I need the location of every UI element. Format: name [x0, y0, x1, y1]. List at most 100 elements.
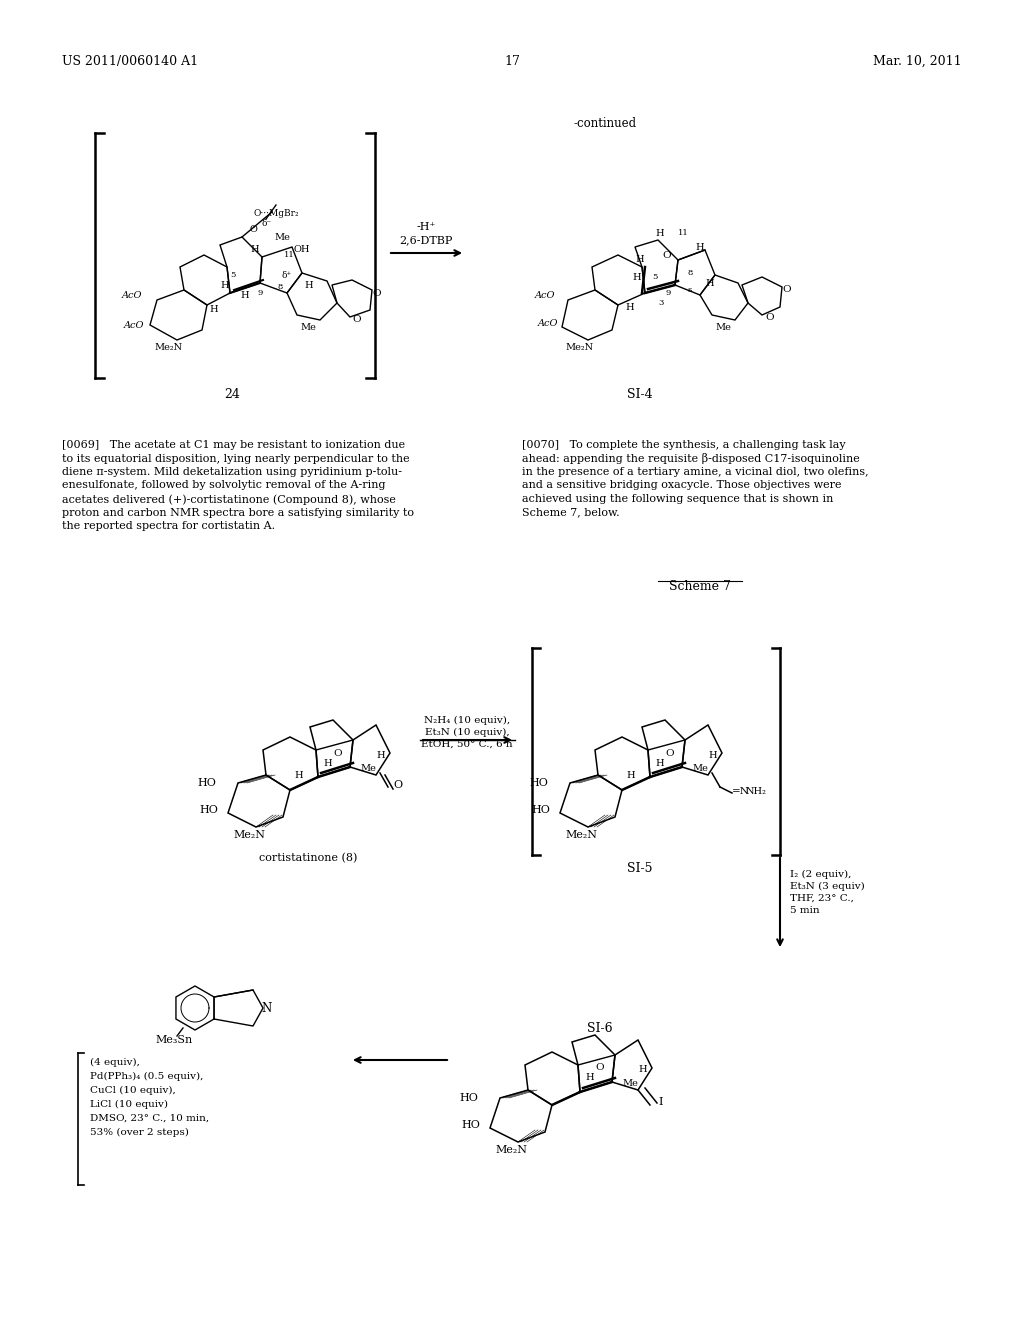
Text: O: O [782, 285, 791, 294]
Text: H: H [625, 302, 634, 312]
Text: 8: 8 [278, 282, 283, 290]
Text: H: H [635, 256, 644, 264]
Text: US 2011/0060140 A1: US 2011/0060140 A1 [62, 55, 198, 69]
Text: Scheme 7, below.: Scheme 7, below. [522, 507, 620, 517]
Text: 9: 9 [665, 289, 671, 297]
Text: 5 min: 5 min [790, 906, 819, 915]
Text: O: O [765, 314, 773, 322]
Text: and a sensitive bridging oxacycle. Those objectives were: and a sensitive bridging oxacycle. Those… [522, 480, 842, 491]
Text: O: O [393, 780, 402, 789]
Text: H: H [323, 759, 332, 767]
Text: acetates delivered (+)-cortistatinone (Compound 8), whose: acetates delivered (+)-cortistatinone (C… [62, 494, 396, 504]
Text: δ⁺: δ⁺ [282, 271, 292, 280]
Text: H: H [705, 279, 714, 288]
Text: OH: OH [294, 246, 310, 255]
Text: 3: 3 [658, 300, 664, 308]
Text: N₂H₄ (10 equiv),: N₂H₄ (10 equiv), [424, 715, 510, 725]
Text: O: O [665, 748, 674, 758]
Text: H: H [210, 305, 218, 314]
Text: Et₃N (3 equiv): Et₃N (3 equiv) [790, 882, 864, 891]
Text: O: O [372, 289, 381, 297]
Text: Me: Me [300, 322, 315, 331]
Text: H: H [220, 281, 228, 289]
Text: H: H [638, 1065, 646, 1074]
Text: EtOH, 50° C., 6 h: EtOH, 50° C., 6 h [421, 741, 513, 748]
Text: H: H [695, 243, 703, 252]
Text: SI-6: SI-6 [587, 1022, 612, 1035]
Text: H: H [585, 1073, 594, 1082]
Text: ahead: appending the requisite β-disposed C17-isoquinoline: ahead: appending the requisite β-dispose… [522, 454, 860, 465]
Text: AcO: AcO [535, 290, 555, 300]
Text: Me: Me [622, 1078, 638, 1088]
Text: [0070]   To complete the synthesis, a challenging task lay: [0070] To complete the synthesis, a chal… [522, 440, 846, 450]
Text: AcO: AcO [538, 318, 558, 327]
Text: AcO: AcO [122, 290, 142, 300]
Text: Scheme 7: Scheme 7 [669, 579, 731, 593]
Text: δ⁻: δ⁻ [262, 219, 272, 227]
Text: AcO: AcO [124, 321, 144, 330]
Text: diene π-system. Mild deketalization using pyridinium p-tolu-: diene π-system. Mild deketalization usin… [62, 467, 402, 477]
Text: Me₃Sn: Me₃Sn [155, 1035, 193, 1045]
Text: 11: 11 [284, 251, 295, 259]
Text: I₂ (2 equiv),: I₂ (2 equiv), [790, 870, 851, 879]
Text: Me: Me [360, 764, 376, 774]
Text: DMSO, 23° C., 10 min,: DMSO, 23° C., 10 min, [90, 1114, 209, 1123]
Text: H: H [294, 771, 303, 780]
Text: in the presence of a tertiary amine, a vicinal diol, two olefins,: in the presence of a tertiary amine, a v… [522, 467, 868, 477]
Text: HO: HO [529, 777, 548, 788]
Text: H: H [655, 228, 664, 238]
Text: H: H [655, 759, 664, 767]
Text: CuCl (10 equiv),: CuCl (10 equiv), [90, 1086, 176, 1096]
Text: 5: 5 [652, 273, 657, 281]
Text: Pd(PPh₃)₄ (0.5 equiv),: Pd(PPh₃)₄ (0.5 equiv), [90, 1072, 204, 1081]
Text: THF, 23° C.,: THF, 23° C., [790, 894, 854, 903]
Text: H: H [632, 272, 641, 281]
Text: Mar. 10, 2011: Mar. 10, 2011 [873, 55, 962, 69]
Text: -H⁺: -H⁺ [417, 222, 435, 232]
Text: Me₂N: Me₂N [565, 830, 597, 840]
Text: H: H [627, 771, 635, 780]
Text: Me₂N: Me₂N [154, 343, 182, 352]
Text: Me₂N: Me₂N [565, 343, 593, 352]
Text: Et₃N (10 equiv),: Et₃N (10 equiv), [425, 727, 509, 737]
Text: N: N [261, 1002, 271, 1015]
Text: HO: HO [459, 1093, 478, 1104]
Text: 17: 17 [504, 55, 520, 69]
Text: 53% (over 2 steps): 53% (over 2 steps) [90, 1129, 188, 1137]
Text: NH₂: NH₂ [746, 787, 767, 796]
Text: HO: HO [199, 805, 218, 814]
Text: enesulfonate, followed by solvolytic removal of the A-ring: enesulfonate, followed by solvolytic rem… [62, 480, 385, 491]
Text: SI-5: SI-5 [628, 862, 652, 875]
Text: I: I [658, 1097, 663, 1107]
Text: achieved using the following sequence that is shown in: achieved using the following sequence th… [522, 494, 834, 504]
Text: H: H [376, 751, 385, 759]
Text: 11: 11 [678, 228, 689, 238]
Text: proton and carbon NMR spectra bore a satisfying similarity to: proton and carbon NMR spectra bore a sat… [62, 507, 414, 517]
Text: SI-4: SI-4 [627, 388, 653, 401]
Text: O: O [250, 226, 258, 235]
Text: 5: 5 [230, 271, 236, 279]
Text: Me₂N: Me₂N [233, 830, 265, 840]
Text: HO: HO [198, 777, 216, 788]
Text: 24: 24 [224, 388, 240, 401]
Text: HO: HO [531, 805, 550, 814]
Text: cortistatinone (8): cortistatinone (8) [259, 853, 357, 863]
Text: 2,6-DTBP: 2,6-DTBP [399, 235, 453, 246]
Text: LiCl (10 equiv): LiCl (10 equiv) [90, 1100, 168, 1109]
Text: Me: Me [274, 232, 290, 242]
Text: -continued: -continued [573, 117, 636, 129]
Text: 8: 8 [688, 269, 693, 277]
Text: s: s [688, 286, 692, 294]
Text: (4 equiv),: (4 equiv), [90, 1059, 140, 1067]
Text: O: O [352, 315, 360, 325]
Text: O: O [333, 748, 342, 758]
Text: H: H [250, 246, 259, 255]
Text: O···MgBr₂: O···MgBr₂ [254, 209, 300, 218]
Text: H: H [708, 751, 717, 759]
Text: 9: 9 [257, 289, 262, 297]
Text: =N: =N [732, 787, 750, 796]
Text: O: O [595, 1064, 603, 1072]
Text: Me: Me [715, 322, 731, 331]
Text: the reported spectra for cortistatin A.: the reported spectra for cortistatin A. [62, 521, 275, 531]
Text: Me₂N: Me₂N [495, 1144, 527, 1155]
